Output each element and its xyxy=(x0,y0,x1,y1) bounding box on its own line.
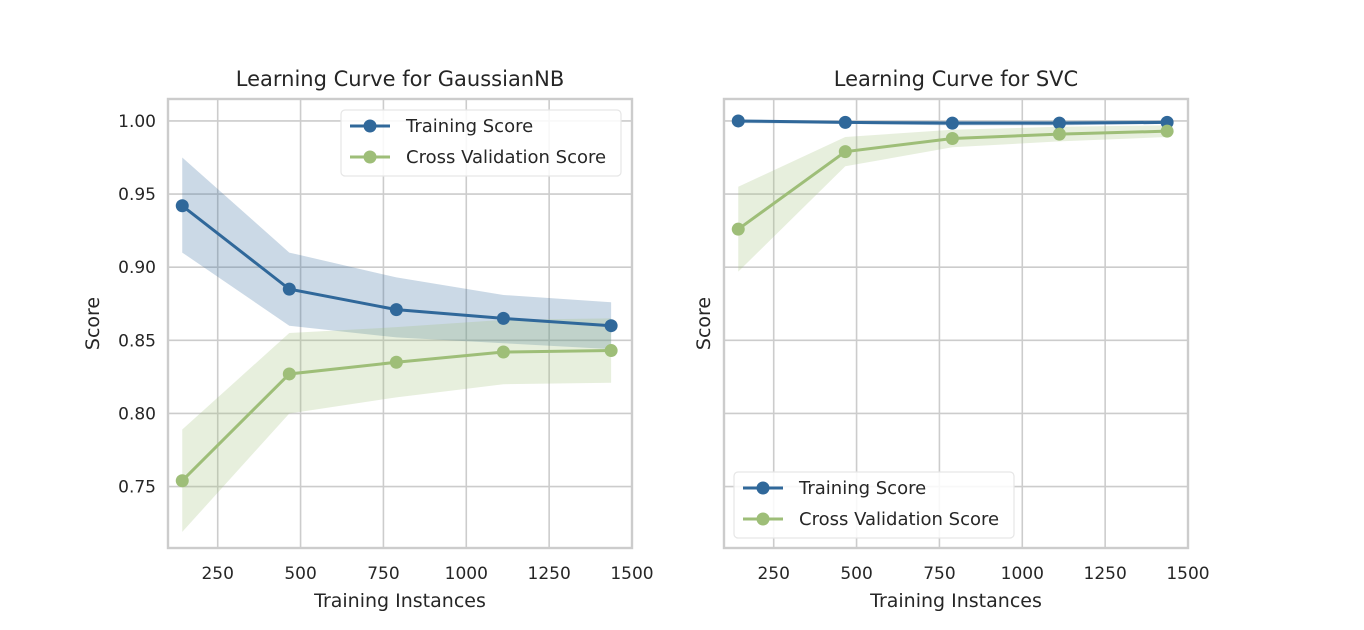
x-tick-label: 750 xyxy=(923,564,955,584)
legend-label: Training Score xyxy=(798,478,926,499)
data-point xyxy=(282,367,296,381)
data-point xyxy=(838,115,852,129)
x-axis-label: Training Instances xyxy=(869,590,1042,612)
x-tick-label: 250 xyxy=(201,564,233,584)
y-tick-label: 0.80 xyxy=(118,404,156,424)
y-tick-label: 0.85 xyxy=(118,331,156,351)
series-band-1 xyxy=(182,157,612,350)
legend-box xyxy=(733,471,1015,539)
data-point xyxy=(175,199,189,213)
data-point xyxy=(496,345,510,359)
legend-label: Training Score xyxy=(405,116,533,137)
y-axis-label: Score xyxy=(82,297,104,350)
y-tick-label: 0.90 xyxy=(118,258,156,278)
data-point xyxy=(731,114,745,128)
legend-marker-swatch xyxy=(363,150,377,164)
x-tick-label: 500 xyxy=(284,564,316,584)
x-tick-label: 750 xyxy=(367,564,399,584)
legend-box xyxy=(340,109,622,177)
chart-title: Learning Curve for GaussianNB xyxy=(236,67,564,91)
x-tick-label: 1000 xyxy=(1001,564,1044,584)
x-tick-label: 250 xyxy=(757,564,789,584)
x-tick-label: 500 xyxy=(840,564,872,584)
data-point xyxy=(945,131,959,145)
x-tick-label: 1000 xyxy=(445,564,488,584)
data-point xyxy=(1052,116,1066,130)
data-point xyxy=(282,282,296,296)
x-tick-label: 1500 xyxy=(1166,564,1209,584)
chart-panel-2: 250 500 750 1000 1250 1500 Learning Curve for … xyxy=(693,67,1210,612)
legend-label: Cross Validation Score xyxy=(406,147,606,168)
data-point xyxy=(604,344,618,358)
y-tick-label: 0.95 xyxy=(118,185,156,205)
data-point xyxy=(496,311,510,325)
x-tick-label: 1250 xyxy=(528,564,571,584)
y-tick-label: 0.75 xyxy=(118,478,156,498)
data-point xyxy=(1160,124,1174,138)
chart-title: Learning Curve for SVC xyxy=(834,67,1078,91)
plot-frame xyxy=(166,97,634,550)
data-point xyxy=(389,303,403,317)
legend-marker-swatch xyxy=(756,512,770,526)
data-point xyxy=(945,116,959,130)
data-point xyxy=(838,145,852,159)
data-point xyxy=(731,222,745,236)
legend-marker-swatch xyxy=(363,119,377,133)
x-axis-label: Training Instances xyxy=(313,590,486,612)
y-axis-label: Score xyxy=(693,297,715,350)
chart-panel-1: 250 500 750 1000 1250 1500 0.75 0.80 0.85 0.90 0.9… xyxy=(82,67,654,612)
data-point xyxy=(1052,127,1066,141)
data-point xyxy=(175,474,189,488)
data-point xyxy=(604,319,618,333)
plot-frame xyxy=(722,97,1190,550)
legend: Training Score Cross Validation Score xyxy=(340,109,622,177)
series-band-2 xyxy=(738,125,1168,272)
legend-marker-swatch xyxy=(756,481,770,495)
x-tick-label: 1250 xyxy=(1084,564,1127,584)
legend-label: Cross Validation Score xyxy=(799,509,999,530)
legend: Training Score Cross Validation Score xyxy=(733,471,1015,539)
data-point xyxy=(389,355,403,369)
x-tick-label: 1500 xyxy=(610,564,653,584)
y-tick-label: 1.00 xyxy=(118,112,156,132)
